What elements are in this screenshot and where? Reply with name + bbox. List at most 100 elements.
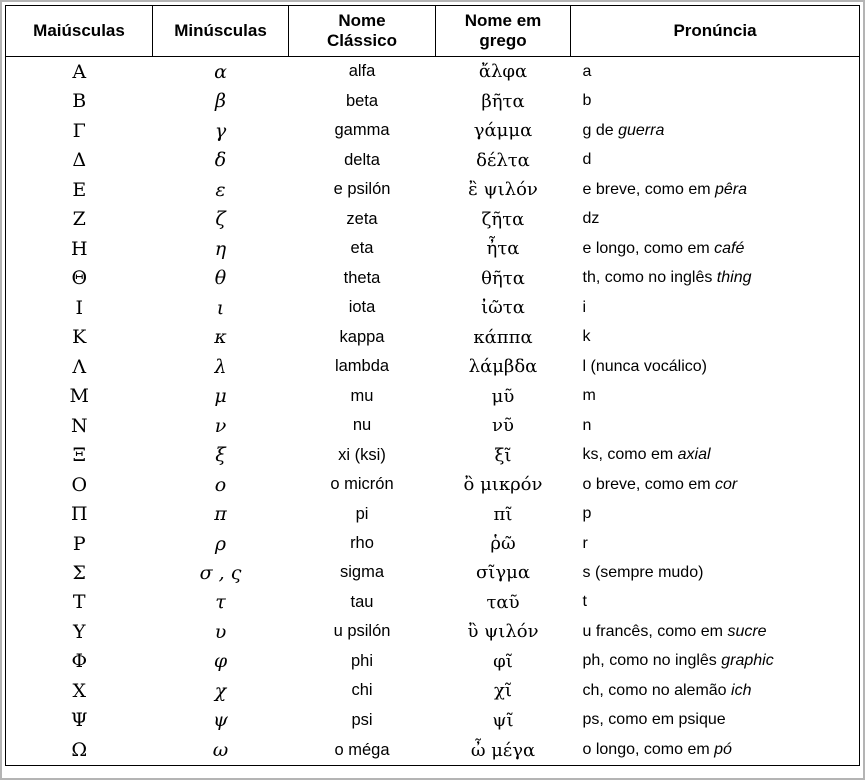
greek-name-cell: σῖγμα: [476, 562, 530, 584]
greek-name-cell: ὦ μέγα: [470, 739, 536, 761]
pronunciation-cell: g de guerra: [571, 116, 860, 145]
uppercase-letter-cell: Τ: [72, 591, 86, 614]
pronunciation-text: d: [582, 151, 592, 169]
greek-name-cell: λάμβδα: [468, 356, 538, 378]
uppercase-letter-cell: Ι: [75, 296, 83, 319]
pronunciation-text: p: [582, 505, 592, 523]
greek-name-cell: ἄλφα: [478, 61, 528, 83]
table-header: Maiúsculas Minúsculas Nome Clássico Nome…: [5, 5, 860, 57]
lowercase-letter-cell: δ: [214, 149, 227, 172]
uppercase-letter-cell: Μ: [69, 385, 89, 408]
uppercase-letter-cell: Α: [72, 60, 87, 83]
pronunciation-text: s (sempre mudo): [582, 563, 704, 581]
table-row: Π π pi πῖ p: [6, 499, 860, 528]
pronunciation-cell: ch, como no alemão ich: [571, 676, 860, 705]
greek-name-cell: φῖ: [493, 650, 513, 672]
pronunciation-text: u francês, como em: [582, 622, 728, 640]
greek-name-cell: γάμμα: [473, 120, 533, 142]
header-minusculas: Minúsculas: [152, 5, 289, 57]
pronunciation-italic-word: ich: [731, 681, 752, 699]
table-row: Β β beta βῆτα b: [6, 87, 860, 116]
table-row: Ω ω o méga ὦ μέγα o longo, como em pó: [6, 735, 860, 765]
uppercase-letter-cell: Β: [72, 90, 87, 113]
classical-name-cell: sigma: [339, 563, 384, 582]
lowercase-letter-cell: ζ: [215, 208, 226, 231]
lowercase-letter-cell: η: [214, 237, 227, 260]
header-maiusculas: Maiúsculas: [5, 5, 153, 57]
classical-name-cell: gamma: [334, 121, 390, 140]
pronunciation-text: k: [582, 328, 591, 346]
table-row: Θ θ theta θῆτα th, como no inglês thing: [6, 263, 860, 292]
uppercase-letter-cell: Κ: [72, 326, 87, 349]
table-row: Ο ο o micrón ὂ μικρόν o breve, como em c…: [6, 470, 860, 499]
pronunciation-text: th, como no inglês: [582, 269, 717, 287]
lowercase-letter-cell: σ , ς: [199, 561, 242, 584]
table-row: Λ λ lambda λάμβδα l (nunca vocálico): [6, 352, 860, 381]
pronunciation-text: m: [582, 387, 596, 405]
classical-name-cell: mu: [350, 386, 374, 405]
uppercase-letter-cell: Ζ: [72, 208, 86, 231]
table-row: Ρ ρ rho ῥῶ r: [6, 529, 860, 558]
pronunciation-text: n: [582, 416, 592, 434]
pronunciation-cell: o longo, como em pó: [571, 735, 860, 765]
classical-name-cell: rho: [350, 534, 374, 552]
uppercase-letter-cell: Χ: [72, 679, 87, 702]
table-row: Υ υ u psilón ὒ ψιλόν u francês, como em …: [6, 617, 860, 646]
pronunciation-cell: a: [571, 57, 860, 87]
uppercase-letter-cell: Ψ: [70, 709, 88, 732]
greek-name-cell: ἒ ψιλόν: [468, 179, 538, 201]
pronunciation-italic-word: café: [714, 239, 745, 257]
header-nome-em-grego: Nome em grego: [435, 5, 571, 57]
lowercase-letter-cell: ρ: [214, 532, 227, 555]
pronunciation-text: o breve, como em: [582, 475, 715, 493]
uppercase-letter-cell: Π: [70, 503, 88, 526]
uppercase-letter-cell: Ω: [71, 739, 88, 762]
pronunciation-italic-word: pêra: [715, 180, 748, 198]
lowercase-letter-cell: λ: [214, 355, 227, 378]
greek-name-cell: ὒ ψιλόν: [467, 621, 539, 643]
lowercase-letter-cell: κ: [214, 326, 227, 349]
lowercase-letter-cell: τ: [215, 591, 226, 614]
uppercase-letter-cell: Θ: [71, 267, 88, 290]
lowercase-letter-cell: ν: [214, 414, 227, 437]
table-row: Ε ε e psilón ἒ ψιλόν e breve, como em pê…: [6, 175, 860, 204]
pronunciation-text: t: [582, 593, 587, 611]
pronunciation-text: ch, como no alemão: [582, 681, 732, 699]
pronunciation-italic-word: cor: [715, 475, 738, 493]
pronunciation-cell: l (nunca vocálico): [571, 352, 860, 381]
pronunciation-text: a: [582, 62, 592, 80]
table-row: Τ τ tau ταῦ t: [6, 588, 860, 617]
pronunciation-italic-word: graphic: [721, 652, 774, 670]
classical-name-cell: o micrón: [330, 475, 394, 494]
table-row: Δ δ delta δέλτα d: [6, 145, 860, 174]
greek-name-cell: ψῖ: [492, 709, 514, 731]
lowercase-letter-cell: χ: [214, 679, 227, 702]
greek-name-cell: νῦ: [492, 415, 514, 437]
lowercase-letter-cell: υ: [214, 620, 227, 643]
pronunciation-cell: e breve, como em pêra: [571, 175, 860, 204]
classical-name-cell: tau: [350, 592, 374, 611]
greek-name-cell: θῆτα: [481, 267, 525, 289]
pronunciation-cell: dz: [571, 204, 860, 233]
uppercase-letter-cell: Φ: [71, 650, 88, 673]
greek-name-cell: μῦ: [491, 385, 515, 407]
pronunciation-cell: o breve, como em cor: [571, 470, 860, 499]
lowercase-letter-cell: β: [215, 90, 226, 113]
table-row: Χ χ chi χῖ ch, como no alemão ich: [6, 676, 860, 705]
greek-name-cell: ἦτα: [486, 238, 520, 260]
uppercase-letter-cell: Ν: [70, 414, 88, 437]
table-row: Ζ ζ zeta ζῆτα dz: [6, 204, 860, 233]
lowercase-letter-cell: π: [214, 503, 227, 526]
pronunciation-text: dz: [582, 210, 600, 228]
pronunciation-text: r: [582, 534, 588, 552]
uppercase-letter-cell: Ε: [72, 178, 87, 201]
table-row: Κ κ kappa κάππα k: [6, 322, 860, 351]
classical-name-cell: kappa: [339, 327, 385, 346]
header-pronuncia: Pronúncia: [570, 5, 860, 57]
pronunciation-italic-word: guerra: [618, 121, 665, 139]
lowercase-letter-cell: γ: [214, 119, 227, 142]
classical-name-cell: zeta: [346, 209, 378, 228]
uppercase-letter-cell: Ξ: [72, 444, 86, 467]
classical-name-cell: phi: [350, 651, 374, 670]
pronunciation-cell: d: [571, 145, 860, 174]
